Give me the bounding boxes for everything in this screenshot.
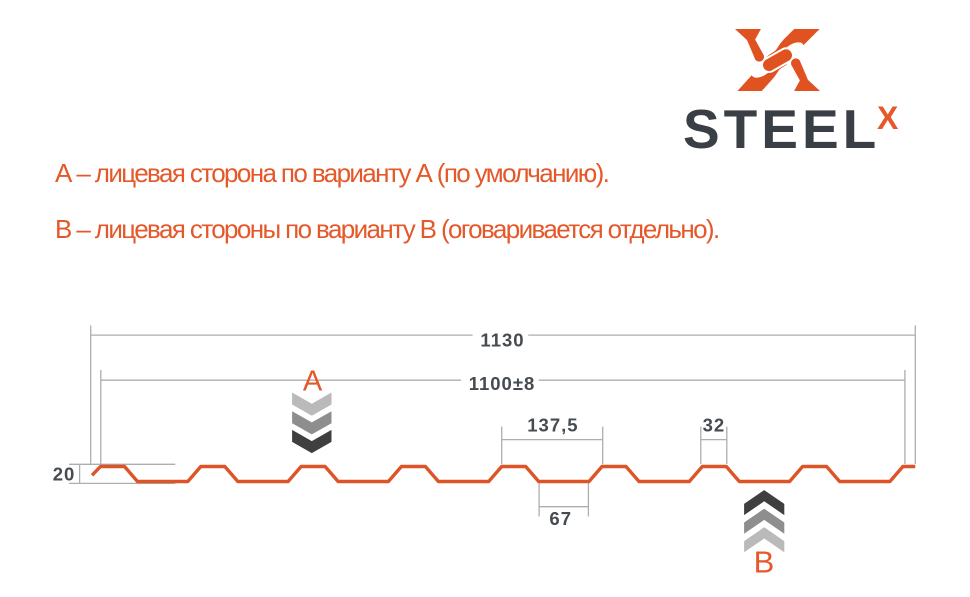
svg-text:137,5: 137,5 — [527, 415, 578, 436]
svg-text:67: 67 — [549, 508, 572, 529]
svg-text:А: А — [303, 366, 323, 398]
svg-text:1130: 1130 — [480, 329, 524, 350]
svg-text:20: 20 — [53, 464, 76, 485]
svg-text:32: 32 — [703, 415, 726, 436]
svg-text:В: В — [754, 544, 775, 579]
svg-text:1100±8: 1100±8 — [469, 373, 536, 394]
